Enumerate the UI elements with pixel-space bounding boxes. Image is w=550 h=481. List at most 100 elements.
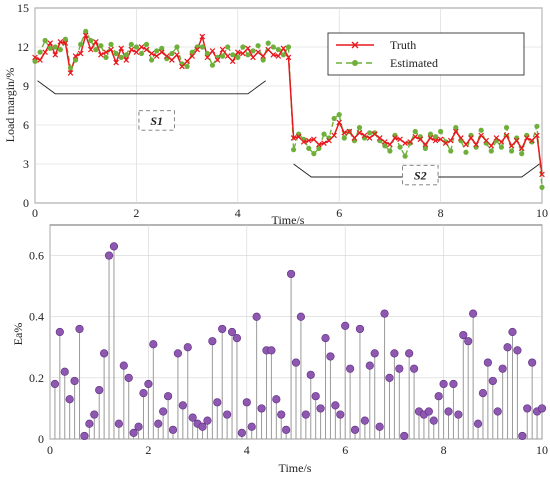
- stem-marker: [277, 410, 286, 419]
- truth-point: [341, 129, 348, 136]
- stem-marker: [483, 358, 492, 367]
- truth-point: [275, 53, 282, 59]
- estimated-point: [503, 125, 510, 131]
- truth-point: [42, 49, 48, 56]
- truth-point: [346, 128, 353, 135]
- y-tick-label: 0.4: [29, 310, 44, 324]
- stem-marker: [80, 431, 89, 441]
- legend-estimated-marker: [352, 60, 358, 66]
- estimated-point: [67, 65, 74, 71]
- truth-point: [442, 140, 449, 147]
- stem-marker: [444, 407, 453, 416]
- stem-marker: [424, 407, 433, 416]
- truth-point: [113, 59, 119, 66]
- estimated-point: [488, 148, 494, 154]
- truth-point: [169, 57, 175, 63]
- stem-marker: [223, 410, 232, 419]
- truth-point: [463, 141, 469, 148]
- stem-marker: [380, 309, 389, 318]
- truth-point: [326, 137, 332, 144]
- estimated-point: [88, 37, 94, 44]
- stem-marker: [129, 428, 138, 437]
- load-margin-chart: 0 2 4 6 8 10 0 3 6 9 12 15 S1 S2 Truth Estimated Tim…: [3, 1, 548, 227]
- truth-point: [473, 141, 479, 148]
- estimated-point: [123, 52, 129, 58]
- series-bottom: [50, 242, 547, 441]
- stem-marker: [375, 422, 384, 431]
- truth-point: [57, 38, 64, 45]
- truth-point: [534, 132, 540, 139]
- stem-marker: [439, 379, 448, 389]
- legend: Truth Estimated: [327, 32, 525, 76]
- estimated-point: [539, 184, 545, 190]
- stem-marker: [109, 242, 119, 251]
- truth-point: [422, 141, 429, 148]
- stem-marker: [65, 395, 74, 404]
- stem-marker: [104, 251, 114, 260]
- stem-marker: [459, 330, 468, 340]
- truth-point: [123, 57, 130, 63]
- truth-point: [447, 137, 454, 144]
- truth-point: [179, 63, 185, 70]
- estimated-point: [321, 131, 327, 137]
- estimated-point: [508, 148, 515, 154]
- x-tick-label: 10: [536, 443, 548, 457]
- truth-point: [72, 53, 79, 59]
- estimated-point: [453, 125, 459, 131]
- annotations-top: S1 S2: [37, 80, 540, 186]
- x-tick-label: 4: [244, 443, 250, 457]
- truth-point: [280, 45, 287, 52]
- stem-marker: [503, 343, 512, 352]
- truth-point: [513, 137, 520, 144]
- truth-point: [387, 141, 393, 148]
- stem-marker: [513, 346, 522, 355]
- estimated-point: [341, 135, 347, 141]
- stem-marker: [498, 364, 507, 373]
- stem-marker: [257, 404, 266, 413]
- stem-marker: [395, 364, 404, 373]
- stem-marker: [237, 428, 246, 437]
- stem-marker: [154, 419, 163, 428]
- estimated-point: [199, 44, 205, 50]
- stem-marker: [149, 340, 158, 349]
- estimated-point: [311, 151, 317, 157]
- estimated-point: [57, 47, 63, 53]
- stem-marker: [360, 416, 369, 425]
- truth-point: [311, 136, 317, 143]
- stem-marker: [469, 309, 478, 318]
- truth-point: [321, 140, 327, 147]
- truth-point: [285, 54, 292, 61]
- truth-point: [305, 137, 312, 144]
- stem-marker: [252, 312, 261, 321]
- estimated-point: [432, 134, 439, 140]
- stem-marker: [124, 373, 133, 382]
- truth-point: [229, 58, 236, 65]
- stem-marker: [178, 401, 187, 410]
- stem-marker: [286, 269, 296, 279]
- estimated-point: [42, 37, 48, 44]
- stem-marker: [405, 349, 414, 358]
- truth-point: [103, 49, 109, 56]
- truth-point: [458, 135, 464, 141]
- truth-point: [204, 54, 211, 61]
- estimated-point: [427, 131, 434, 137]
- y-tick-label: 15: [17, 1, 29, 15]
- x-tick-label: 6: [336, 206, 342, 220]
- x-tick-label: 4: [235, 206, 241, 220]
- truth-point: [407, 139, 414, 145]
- stem-marker: [365, 361, 374, 370]
- stem-marker: [183, 343, 192, 352]
- estimated-point: [159, 45, 165, 51]
- estimated-point: [169, 50, 175, 57]
- truth-point: [163, 53, 170, 59]
- legend-truth-label: Truth: [390, 38, 416, 52]
- stem-marker: [488, 376, 497, 386]
- estimated-point: [412, 128, 418, 135]
- stem-marker: [247, 422, 256, 431]
- estimated-point: [407, 140, 413, 146]
- legend-box: [327, 32, 525, 76]
- estimated-point: [443, 139, 449, 145]
- stem-marker: [168, 425, 178, 434]
- truth-point: [108, 46, 114, 53]
